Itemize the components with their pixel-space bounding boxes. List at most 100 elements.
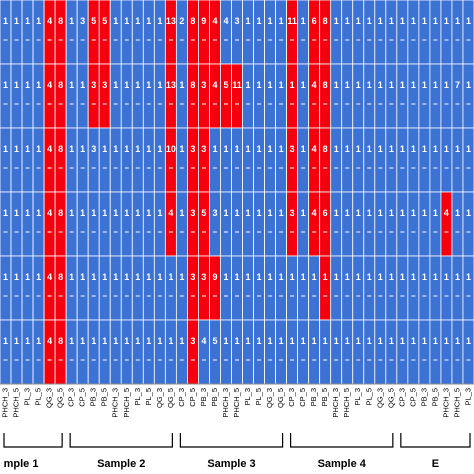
cell xyxy=(429,0,442,65)
cell-value: 1 xyxy=(422,208,427,218)
cell-value: 1 xyxy=(212,144,217,154)
cell-value: 3 xyxy=(234,16,239,26)
cell xyxy=(385,127,398,193)
cell xyxy=(341,255,354,321)
cell-value: 1 xyxy=(257,208,262,218)
cell xyxy=(220,0,232,65)
cell-value: 1 xyxy=(268,272,273,282)
cell xyxy=(198,319,210,385)
cell xyxy=(253,255,265,321)
cell-value: 1 xyxy=(301,144,306,154)
cell xyxy=(440,191,453,257)
cell-value: 1 xyxy=(36,16,41,26)
cell xyxy=(286,63,299,129)
cell xyxy=(253,0,265,65)
cell xyxy=(275,127,288,193)
cell xyxy=(65,127,78,193)
cell xyxy=(76,191,89,257)
column-label: PHCH_5 xyxy=(232,388,241,418)
column-label: PHCH_3 xyxy=(441,388,450,418)
cell-value: 1 xyxy=(124,208,129,218)
column-label: QG_5 xyxy=(166,388,175,408)
cell-value: 1 xyxy=(3,144,8,154)
cell-value: 1 xyxy=(246,144,251,154)
cell xyxy=(109,0,122,65)
cell xyxy=(462,0,474,65)
column-label: PB_3 xyxy=(309,388,318,406)
cell-value: 1 xyxy=(422,16,427,26)
cell-value: 1 xyxy=(246,336,251,346)
cell xyxy=(175,127,188,193)
cell-value: 1 xyxy=(113,272,118,282)
cell-value: 1 xyxy=(422,272,427,282)
column-label: PB_5 xyxy=(430,388,439,406)
cell-value: 1 xyxy=(14,336,19,346)
cell xyxy=(153,191,166,257)
column-label: PL_5 xyxy=(144,388,153,406)
cell xyxy=(374,255,387,321)
cell-value: 1 xyxy=(378,336,383,346)
cell xyxy=(407,127,420,193)
cell-value: 1 xyxy=(356,80,361,90)
cell xyxy=(153,319,166,385)
cell xyxy=(275,319,288,385)
column-label: QG_3 xyxy=(45,388,54,408)
column-label: PL_3 xyxy=(463,388,472,406)
cell-value: 1 xyxy=(323,336,328,346)
cell xyxy=(21,191,34,257)
cell xyxy=(396,191,409,257)
cell-value: 1 xyxy=(389,16,394,26)
cell-value: 1 xyxy=(290,272,295,282)
cell xyxy=(363,63,376,129)
cell-value: 1 xyxy=(290,80,295,90)
cell-value: 1 xyxy=(146,336,151,346)
cell-value: 1 xyxy=(411,336,416,346)
column-label: QG_5 xyxy=(56,388,65,408)
cell xyxy=(451,319,464,385)
cell xyxy=(10,63,23,129)
cell-value: 1 xyxy=(345,336,350,346)
cell-value: 1 xyxy=(433,144,438,154)
cell xyxy=(109,319,122,385)
cell-value: 1 xyxy=(312,272,317,282)
cell xyxy=(54,63,67,129)
cell-value: 3 xyxy=(91,80,96,90)
cell xyxy=(220,127,232,193)
cell-value: 1 xyxy=(444,144,449,154)
column-label: CP_3 xyxy=(67,388,76,407)
cell-value: 8 xyxy=(58,272,63,282)
cell-value: 1 xyxy=(168,336,173,346)
cell-value: 1 xyxy=(157,336,162,346)
cell xyxy=(242,319,254,385)
group-bracket xyxy=(290,433,394,448)
group-bracket xyxy=(400,433,471,448)
cell xyxy=(10,255,23,321)
cell-value: 1 xyxy=(25,272,30,282)
cell-value: 1 xyxy=(367,208,372,218)
cell-value: 1 xyxy=(279,272,284,282)
cell-value: 1 xyxy=(290,336,295,346)
cell-value: 4 xyxy=(312,80,317,90)
cell xyxy=(308,191,321,257)
cell xyxy=(352,191,365,257)
cell-value: 1 xyxy=(69,80,74,90)
cell-value: 1 xyxy=(113,144,118,154)
cell xyxy=(153,63,166,129)
cell xyxy=(198,0,210,65)
cell-value: 1 xyxy=(334,336,339,346)
cell-value: 1 xyxy=(234,336,239,346)
cell-value: 1 xyxy=(223,144,228,154)
cell xyxy=(209,191,221,257)
cell-value: 1 xyxy=(113,80,118,90)
cell xyxy=(21,255,34,321)
cell xyxy=(209,63,221,129)
column-label: CP_5 xyxy=(408,388,417,407)
cell-value: 1 xyxy=(257,144,262,154)
cell-value: 4 xyxy=(168,208,173,218)
cell-value: 1 xyxy=(422,336,427,346)
column-label: PHCH_5 xyxy=(12,388,21,418)
cell-value: 1 xyxy=(69,208,74,218)
cell-value: 1 xyxy=(389,80,394,90)
group-label: Sample 3 xyxy=(207,458,255,470)
